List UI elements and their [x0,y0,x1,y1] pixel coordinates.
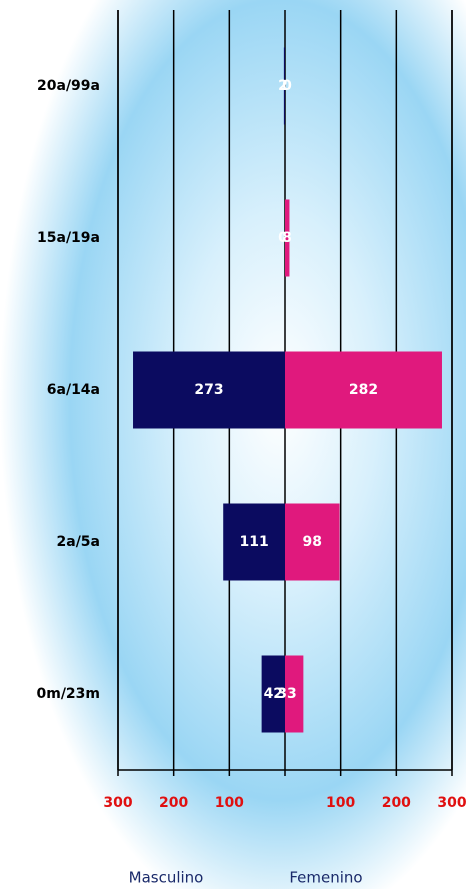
x-tick-label: 100 [326,795,355,811]
bar [285,199,290,277]
y-tick-label: 2a/5a [57,534,101,550]
y-tick-label: 20a/99a [37,78,100,94]
x-tick-label: 300 [103,795,132,811]
value-label: 0 [278,230,288,246]
value-label: 273 [194,382,223,398]
x-tick-label: 100 [215,795,244,811]
bar [283,47,285,125]
y-tick-label: 6a/14a [47,382,100,398]
x-tick-label: 200 [159,795,188,811]
value-label: 2 [278,78,288,94]
x-tick-label: 300 [437,795,466,811]
legend-entry: Masculino [129,869,204,887]
bar [133,351,285,429]
bar [285,655,304,733]
value-label: 33 [277,686,296,702]
legend-entry: Femenino [289,869,362,887]
bar [285,351,442,429]
value-label: 42 [264,686,283,702]
bar [223,503,285,581]
y-tick-label: 0m/23m [36,686,100,702]
value-label: 8 [282,230,292,246]
bar [285,503,340,581]
bar [261,655,285,733]
value-label: 98 [303,534,322,550]
x-tick-label: 200 [382,795,411,811]
value-label: 111 [239,534,268,550]
value-label: 0 [282,78,292,94]
y-tick-label: 15a/19a [37,230,100,246]
value-label: 282 [349,382,378,398]
